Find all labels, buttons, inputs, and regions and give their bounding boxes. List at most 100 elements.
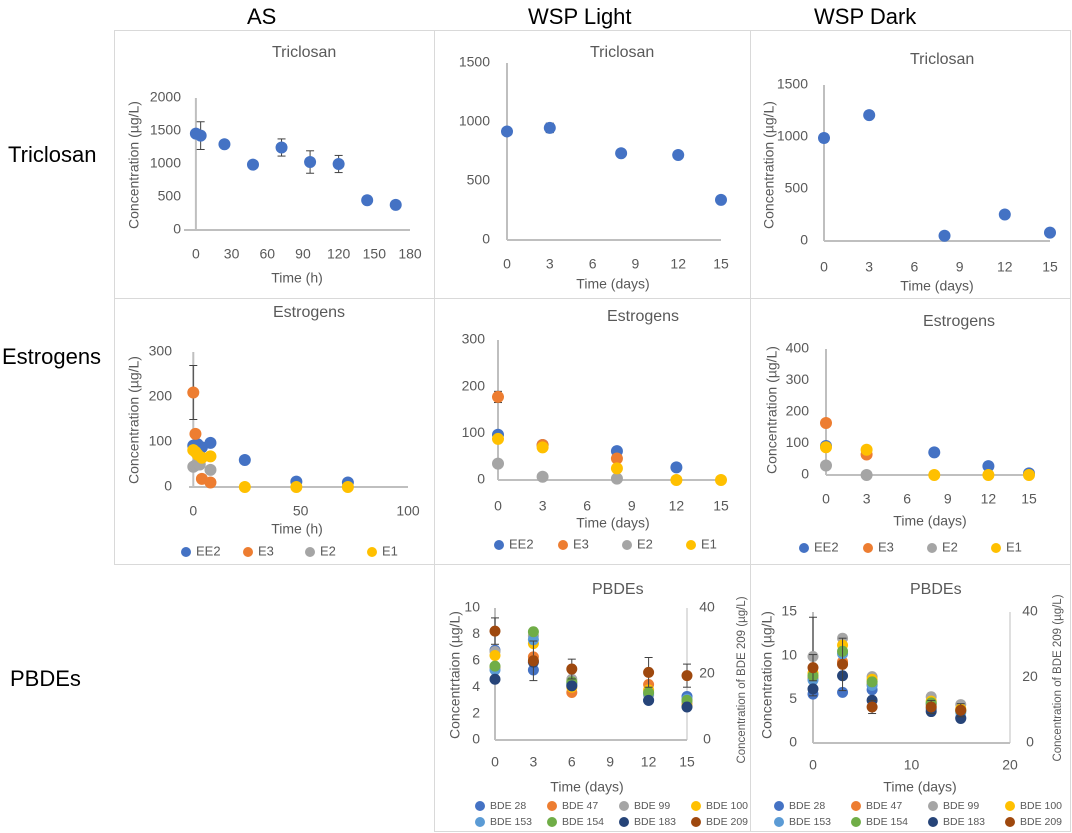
- legend-item: BDE 100: [691, 800, 748, 812]
- legend-item: BDE 100: [1005, 800, 1062, 812]
- data-point-e1: [860, 443, 873, 456]
- legend-marker: [991, 543, 1001, 553]
- data-point-bde-183: [681, 701, 693, 713]
- data-point-e3: [189, 427, 202, 440]
- legend-marker: [928, 801, 938, 811]
- chart-wspd-pbdes: PBDEs 0 5 10 15 0 10 20 0 20 40 Time (days) Concentr…: [759, 581, 1064, 794]
- legend-label: BDE 153: [789, 816, 831, 828]
- y2-axis-title: Concentration of BDE 209 (µg/L): [736, 596, 748, 763]
- y-tick-label: 0: [800, 232, 808, 248]
- x-tick-label: 15: [679, 754, 695, 770]
- legend-label: BDE 183: [634, 816, 676, 828]
- legend-marker: [558, 540, 568, 550]
- x-tick-label: 0: [822, 491, 830, 507]
- y-tick-label: 200: [149, 388, 173, 404]
- data-point-triclosan: [672, 149, 685, 162]
- data-point-bde-209: [925, 701, 937, 713]
- y-tick-label: 0: [164, 478, 172, 494]
- legend-label: BDE 99: [634, 800, 670, 812]
- legend-item: BDE 153: [475, 816, 532, 828]
- data-point-triclosan: [194, 129, 207, 142]
- data-point-e1: [715, 474, 727, 486]
- y-tick-label: 300: [462, 331, 486, 347]
- legend-marker: [181, 547, 191, 557]
- y-axis-title: Concentration (µg/L): [759, 611, 775, 739]
- x-tick-label: 0: [809, 757, 817, 773]
- x-tick-label: 15: [713, 256, 729, 272]
- data-point-bde-153: [527, 634, 539, 646]
- x-tick-label: 12: [997, 259, 1013, 275]
- y-tick-label: 1000: [459, 113, 490, 129]
- data-point-ee2: [238, 454, 251, 466]
- data-point-triclosan: [361, 194, 374, 207]
- legend-label: E2: [942, 539, 958, 554]
- chart-as-triclosan: Triclosan 0 500 1000 1500 2000 0 30 60 90 120 150 18…: [126, 44, 422, 285]
- legend-label: BDE 100: [1020, 800, 1062, 812]
- x-axis-title: Time (days): [900, 278, 973, 294]
- y-tick-label: 1500: [777, 76, 808, 92]
- data-point-ee2: [670, 461, 683, 474]
- data-point-triclosan: [938, 229, 951, 242]
- legend-label: EE2: [814, 539, 839, 554]
- x-axis-title: Time (days): [576, 276, 649, 292]
- legend-item: BDE 209: [691, 816, 748, 828]
- x-tick-label: 6: [911, 259, 919, 275]
- legend-label: BDE 28: [490, 800, 526, 812]
- y-tick-label: 500: [785, 180, 809, 196]
- data-point-triclosan: [818, 132, 830, 145]
- legend-item: BDE 154: [547, 816, 604, 828]
- legend-label: E3: [573, 536, 589, 551]
- y-tick-label: 300: [149, 343, 173, 359]
- y-axis-title: Concentrtaion (µg/L): [447, 611, 463, 739]
- x-tick-label: 15: [713, 498, 729, 514]
- legend-label: BDE 99: [943, 800, 979, 812]
- x-tick-label: 90: [295, 246, 311, 262]
- x-tick-label: 60: [259, 246, 275, 262]
- legend-marker: [774, 817, 784, 827]
- x-tick-label: 12: [981, 491, 997, 507]
- y-tick-label: 5: [789, 690, 797, 706]
- data-point-triclosan: [275, 141, 288, 154]
- y-tick-label: 10: [781, 646, 797, 662]
- data-point-e2: [536, 470, 549, 483]
- legend-label: E3: [258, 543, 274, 558]
- chart-title: Estrogens: [923, 313, 995, 330]
- legend-marker: [367, 547, 377, 557]
- y-axis-title: Concentration (µg/L): [126, 101, 142, 229]
- y-tick-label: 6: [472, 652, 480, 668]
- legend-label: BDE 209: [1020, 816, 1062, 828]
- y-tick-label: 0: [789, 734, 797, 750]
- x-tick-label: 0: [192, 246, 200, 262]
- data-point-triclosan: [501, 125, 513, 138]
- legend-marker: [475, 817, 485, 827]
- data-point-e1: [204, 450, 217, 463]
- y-tick-label: 0: [801, 466, 809, 482]
- data-point-bde-209: [866, 701, 878, 713]
- x-tick-label: 9: [956, 259, 964, 275]
- data-point-bde-183: [807, 683, 819, 695]
- x-tick-label: 0: [503, 256, 511, 272]
- column-header-wsp-light: WSP Light: [528, 4, 632, 29]
- legend-item: BDE 183: [928, 816, 985, 828]
- y-axis-title: Concentration (µg/L): [126, 356, 142, 484]
- data-point-e1: [820, 441, 832, 454]
- x-axis-title: Time (h): [271, 521, 323, 537]
- legend-marker: [619, 817, 629, 827]
- legend-label: BDE 154: [866, 816, 908, 828]
- y-tick-label: 100: [786, 434, 810, 450]
- data-point-bde-183: [955, 713, 967, 725]
- y-tick-label: 200: [462, 377, 486, 393]
- legend-label: BDE 28: [789, 800, 825, 812]
- y-tick-label: 2000: [150, 89, 181, 105]
- chart-wspd-triclosan: Triclosan 0 500 1000 1500 0 3 6 9 12 15 Time (days)…: [761, 51, 1058, 293]
- chart-title: PBDEs: [910, 581, 962, 598]
- legend-item: BDE 154: [851, 816, 908, 828]
- data-point-e1: [536, 441, 549, 454]
- x-tick-label: 3: [539, 498, 547, 514]
- data-point-e1: [982, 469, 995, 481]
- data-point-bde-154: [489, 660, 501, 672]
- chart-wspl-pbdes: PBDEs 0 2 4 6 8 10 0 3 6 9 12 15 0 20 40 Time (days) Conc…: [447, 581, 748, 794]
- chart-title: PBDEs: [592, 581, 644, 598]
- data-point-e1: [492, 432, 504, 445]
- x-tick-label: 0: [820, 259, 828, 275]
